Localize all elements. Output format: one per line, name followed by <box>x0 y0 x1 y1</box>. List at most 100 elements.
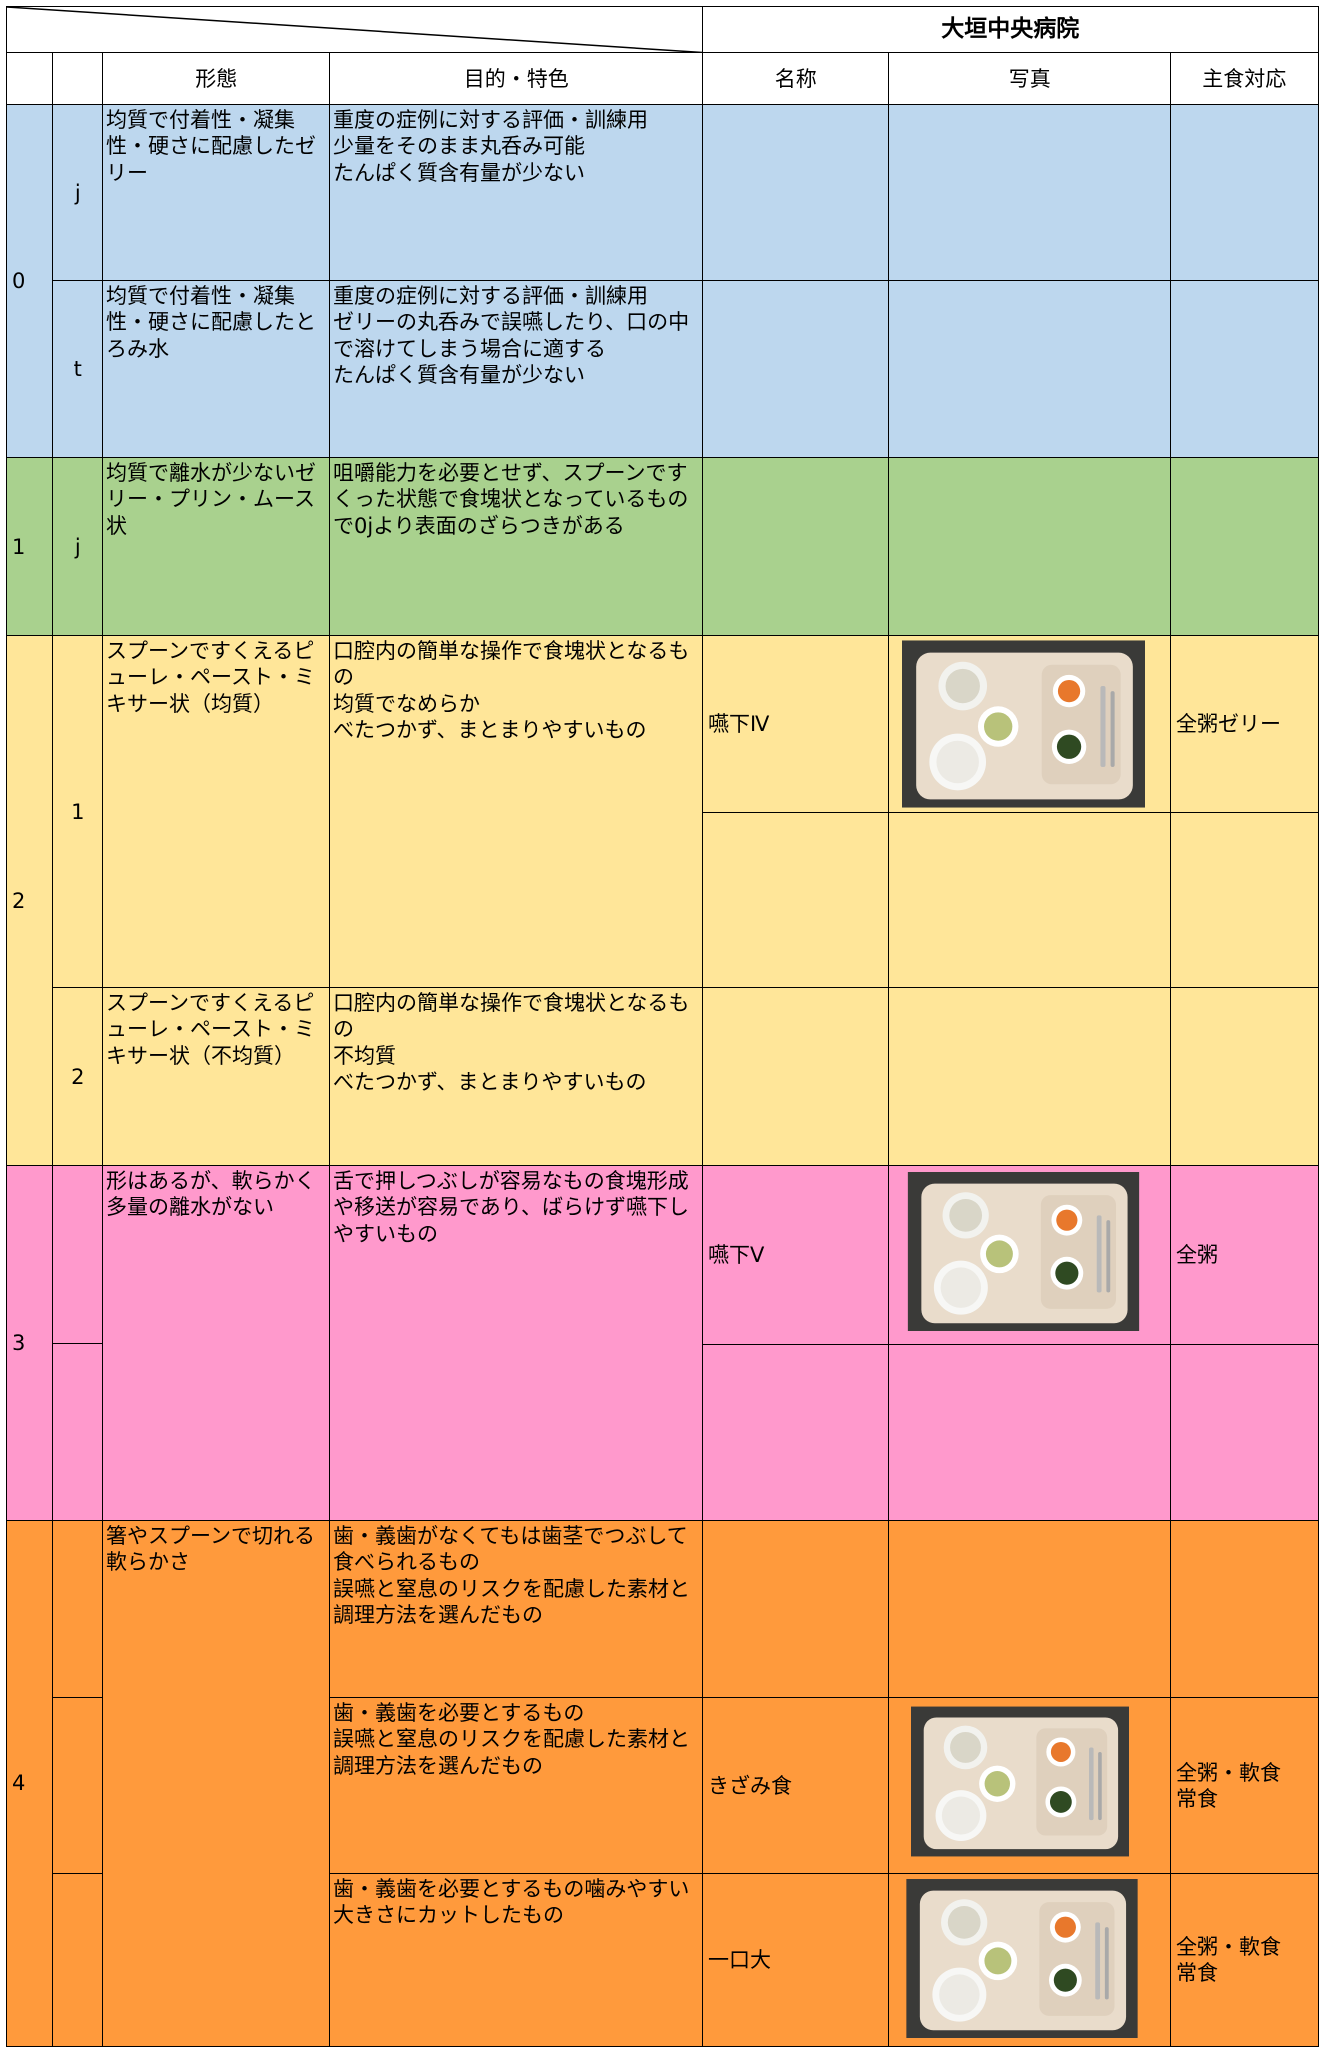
purpose-cell: 重度の症例に対する評価・訓練用 少量をそのまま丸呑み可能 たんぱく質含有量が少ない <box>329 104 704 282</box>
level: 1 <box>12 534 26 559</box>
level: 3 <box>12 1331 26 1356</box>
meal-name: 嚥下Ⅳ <box>708 711 770 736</box>
column-header: 写真 <box>888 52 1172 106</box>
staple-text: 全粥ゼリー <box>1176 711 1281 736</box>
cell <box>888 987 1172 1167</box>
sublevel: t <box>73 357 82 382</box>
sublevel-cell <box>52 1520 104 1699</box>
purpose-cell: 口腔内の簡単な操作で食塊状となるもの 均質でなめらか べたつかず、まとまりやすいもの <box>329 635 704 989</box>
name-cell: きざみ食 <box>702 1697 890 1875</box>
form-cell: スプーンですくえるピューレ・ペースト・ミキサー状（均質） <box>102 635 331 989</box>
sublevel-cell: t <box>52 280 104 459</box>
cell <box>702 811 890 989</box>
purpose-text: 誤嚥と窒息のリスクを配慮した素材と調理方法を選んだもの <box>333 1576 690 1627</box>
purpose-text: 均質でなめらか <box>333 691 480 716</box>
form-text: スプーンですくえるピューレ・ペースト・ミキサー状（均質） <box>106 639 315 716</box>
cell <box>702 104 890 282</box>
sublevel-cell <box>52 1697 104 1875</box>
cell <box>702 1520 890 1699</box>
purpose-cell: 咀嚼能力を必要とせず、スプーンですくった状態で食塊状となっているもので0jより表… <box>329 457 704 637</box>
cell <box>888 811 1172 989</box>
cell <box>52 52 104 106</box>
purpose-text: 口腔内の簡単な操作で食塊状となるもの <box>333 991 690 1042</box>
form-cell: 均質で付着性・凝集性・硬さに配慮したとろみ水 <box>102 280 331 459</box>
form-text: 均質で付着性・凝集性・硬さに配慮したゼリー <box>106 108 316 185</box>
meal-photo <box>911 1706 1129 1857</box>
cell <box>888 1343 1172 1522</box>
sublevel: 1 <box>71 799 85 824</box>
form-cell: 形はあるが、軟らかく多量の離水がない <box>102 1165 331 1522</box>
column-title: 目的・特色 <box>463 66 569 91</box>
purpose-cell: 重度の症例に対する評価・訓練用 ゼリーの丸呑みで誤嚥したり、口の中で溶けてしまう場… <box>329 280 704 459</box>
cell <box>1170 1520 1319 1699</box>
purpose-cell: 歯・義歯を必要とするもの 誤嚥と窒息のリスクを配慮した素材と調理方法を選んだもの <box>329 1697 704 1875</box>
meal-photo <box>907 1172 1140 1331</box>
sublevel-cell: 2 <box>52 987 104 1167</box>
form-text: スプーンですくえるピューレ・ペースト・ミキサー状（不均質） <box>106 991 315 1068</box>
purpose-text: たんぱく質含有量が少ない <box>333 362 585 387</box>
cell <box>1170 1343 1319 1522</box>
cell <box>1170 457 1319 637</box>
purpose-text: べたつかず、まとまりやすいもの <box>333 717 647 742</box>
column-header: 形態 <box>102 52 331 106</box>
hospital-cell: 大垣中央病院 <box>702 6 1319 54</box>
form-text: 均質で付着性・凝集性・硬さに配慮したとろみ水 <box>106 284 316 361</box>
cell <box>702 987 890 1167</box>
purpose-text: 歯・義歯を必要とするもの <box>333 1701 585 1725</box>
cell <box>1170 104 1319 282</box>
level-cell: 0 <box>6 104 54 459</box>
header-blank <box>6 6 704 54</box>
column-title: 名称 <box>774 66 817 91</box>
level: 2 <box>12 888 26 913</box>
cell <box>702 280 890 459</box>
diagonal <box>7 7 703 53</box>
cell <box>888 280 1172 459</box>
sublevel: j <box>74 180 81 205</box>
form-text: 均質で離水が少ないゼリー・プリン・ムース状 <box>106 461 316 538</box>
sublevel-cell <box>52 1873 104 2047</box>
staple-text: 全粥・軟食 <box>1176 1760 1281 1785</box>
purpose-text: たんぱく質含有量が少ない <box>333 160 585 185</box>
column-title: 形態 <box>195 66 238 91</box>
meal-photo <box>902 640 1145 808</box>
staple-cell: 全粥 <box>1170 1165 1319 1345</box>
cell <box>702 457 890 637</box>
purpose-cell: 舌で押しつぶしが容易なもの食塊形成や移送が容易であり、ばらけず嚥下しやすいもの <box>329 1165 704 1522</box>
purpose-cell: 歯・義歯を必要とするもの噛みやすい大きさにカットしたもの <box>329 1873 704 2047</box>
staple-text: 常食 <box>1176 1960 1218 1985</box>
column-title: 主食対応 <box>1202 66 1287 91</box>
sublevel-cell <box>52 1165 104 1345</box>
staple-text: 全粥・軟食 <box>1176 1934 1281 1959</box>
purpose-text: 歯・義歯がなくてもは歯茎でつぶして食べられるもの <box>333 1524 688 1575</box>
sublevel: 2 <box>71 1064 85 1089</box>
purpose-text: 舌で押しつぶしが容易なもの食塊形成や移送が容易であり、ばらけず嚥下しやすいもの <box>333 1169 689 1246</box>
level: 4 <box>12 1771 26 1796</box>
purpose-text: べたつかず、まとまりやすいもの <box>333 1069 647 1094</box>
level-cell: 3 <box>6 1165 54 1522</box>
column-title: 写真 <box>1008 66 1051 91</box>
sublevel-cell: 1 <box>52 635 104 989</box>
level: 0 <box>12 269 26 294</box>
purpose-text: 重度の症例に対する評価・訓練用 <box>333 108 648 132</box>
meal-name: 一口大 <box>708 1947 771 1972</box>
staple-cell: 全粥ゼリー <box>1170 635 1319 813</box>
column-header: 主食対応 <box>1170 52 1319 106</box>
form-text: 形はあるが、軟らかく多量の離水がない <box>106 1169 316 1220</box>
staple-text: 常食 <box>1176 1786 1218 1811</box>
cell <box>702 1343 890 1522</box>
form-cell: 箸やスプーンで切れる軟らかさ <box>102 1520 331 2047</box>
purpose-text: 不均質 <box>333 1043 396 1068</box>
purpose-cell: 口腔内の簡単な操作で食塊状となるもの 不均質 べたつかず、まとまりやすいもの <box>329 987 704 1167</box>
meal-name: 嚥下Ⅴ <box>708 1242 765 1267</box>
staple-text: 全粥 <box>1176 1242 1218 1267</box>
hospital-name: 大垣中央病院 <box>941 16 1080 43</box>
cell <box>888 457 1172 637</box>
meal-name: きざみ食 <box>708 1773 792 1798</box>
staple-cell: 全粥・軟食 常食 <box>1170 1697 1319 1875</box>
sublevel: j <box>74 534 81 559</box>
name-cell: 一口大 <box>702 1873 890 2047</box>
form-cell: 均質で離水が少ないゼリー・プリン・ムース状 <box>102 457 331 637</box>
purpose-text: 歯・義歯を必要とするもの噛みやすい大きさにカットしたもの <box>333 1877 690 1928</box>
meal-photo <box>906 1879 1138 2038</box>
purpose-text: ゼリーの丸呑みで誤嚥したり、口の中で溶けてしまう場合に適する <box>333 310 690 361</box>
